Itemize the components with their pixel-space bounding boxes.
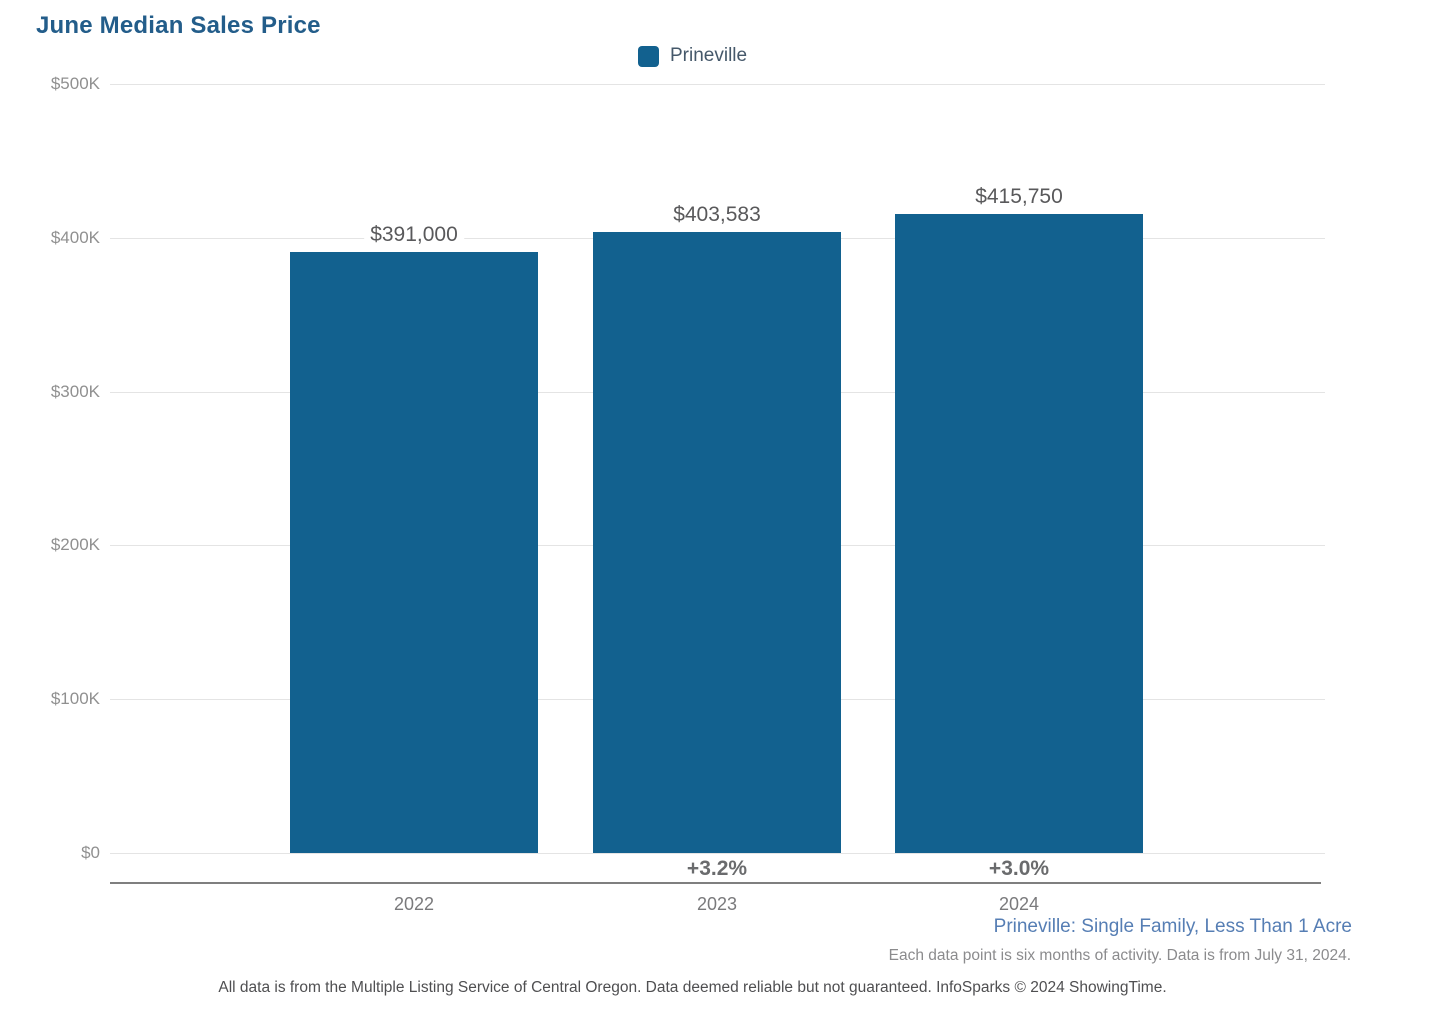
x-axis-tick-label-2022: 2022	[393, 894, 435, 914]
gridline-$500K	[110, 84, 1325, 85]
bar-value-label-2023: $403,583	[667, 202, 767, 228]
bar-2022[interactable]	[290, 252, 538, 853]
y-axis-tick-label-$200K: $200K	[50, 535, 100, 554]
y-axis-tick-label-$0: $0	[81, 843, 100, 862]
gridline-$0	[110, 853, 1325, 854]
bar-2023[interactable]	[593, 232, 841, 853]
y-axis-tick-label-$400K: $400K	[50, 228, 100, 247]
data-note: Each data point is six months of activit…	[888, 947, 1351, 964]
y-axis-tick-label-$100K: $100K	[50, 689, 100, 708]
y-axis-tick-label-$500K: $500K	[50, 74, 100, 93]
x-axis-line	[110, 882, 1321, 884]
bar-value-label-2022: $391,000	[364, 222, 464, 248]
legend-label: Prineville	[670, 45, 748, 66]
series-description: Prineville: Single Family, Less Than 1 A…	[993, 916, 1352, 937]
bar-value-label-2024: $415,750	[969, 184, 1069, 210]
legend-item-prineville[interactable]: Prineville	[638, 45, 747, 67]
y-axis-tick-label-$300K: $300K	[50, 382, 100, 401]
chart-title: June Median Sales Price	[36, 12, 321, 39]
disclaimer: All data is from the Multiple Listing Se…	[218, 979, 1167, 996]
bar-2024[interactable]	[895, 214, 1143, 853]
x-axis-tick-label-2023: 2023	[696, 894, 738, 914]
x-axis-tick-label-2024: 2024	[998, 894, 1040, 914]
bar-change-label-2023: +3.2%	[686, 857, 748, 880]
legend-swatch-icon	[638, 45, 659, 67]
bar-change-label-2024: +3.0%	[988, 857, 1050, 880]
